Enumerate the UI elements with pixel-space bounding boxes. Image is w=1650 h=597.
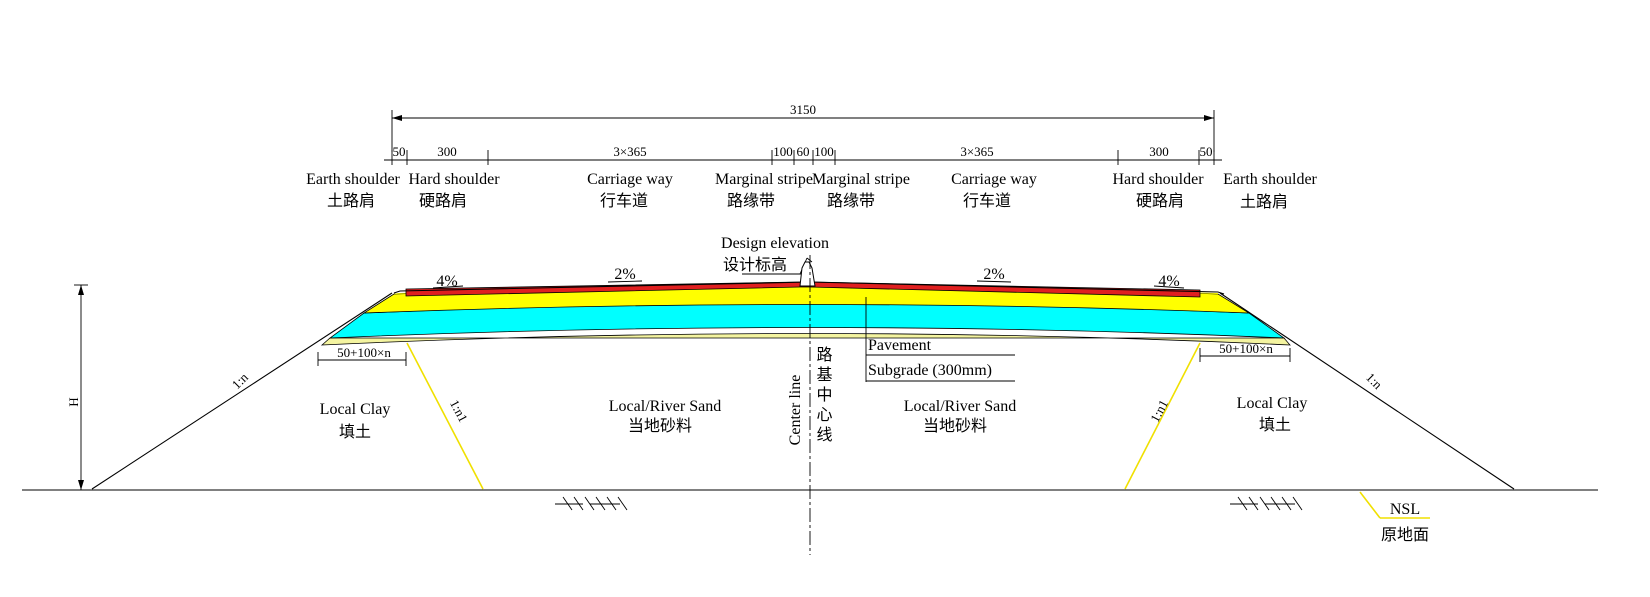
label-earth-shoulder-right-zh: 土路肩 — [1240, 193, 1288, 211]
core-right-en: Local/River Sand — [904, 398, 1016, 415]
label-carriage-way-left-zh: 行车道 — [600, 192, 648, 210]
design-elevation-zh: 设计标高 — [723, 256, 787, 274]
slope-arrow-line — [1153, 285, 1185, 289]
ground-hatch-right — [1230, 496, 1303, 511]
label-pavement: Pavement — [868, 337, 932, 354]
slope-arrow-line — [976, 280, 1012, 283]
slope-arrow-line — [607, 280, 643, 283]
label-carriage-way-right-zh: 行车道 — [963, 192, 1011, 210]
center-line-zh: 路基中心线 — [814, 346, 833, 446]
slope-arrow-line — [432, 285, 464, 289]
nsl-callout: NSL 原地面 — [1359, 491, 1430, 544]
nsl-leader — [1359, 491, 1381, 519]
embankment-slope-right — [1219, 292, 1515, 490]
label-hard-shoulder-left-zh: 硬路肩 — [419, 192, 467, 210]
dim-earth-shoulder-left: 50 — [393, 144, 406, 159]
median-barrier-icon — [799, 261, 816, 287]
dim-earth-shoulder-right: 50 — [1200, 144, 1213, 159]
dimension-total: 3150 — [790, 102, 816, 117]
segment-dimensions: 50 300 3×365 100 60 100 3×365 300 50 — [384, 144, 1222, 165]
label-hard-shoulder-right-en: Hard shoulder — [1112, 171, 1204, 188]
label-earth-shoulder-left-en: Earth shoulder — [306, 171, 400, 188]
label-marginal-stripe-right-zh: 路缘带 — [827, 192, 875, 210]
label-hard-shoulder-left-en: Hard shoulder — [408, 171, 500, 188]
height-label: H — [66, 397, 81, 406]
offset-left: 50+100×n — [337, 345, 391, 360]
dim-hard-shoulder-right: 300 — [1149, 144, 1169, 159]
label-carriage-way-left-en: Carriage way — [587, 171, 673, 188]
offset-right: 50+100×n — [1219, 341, 1273, 356]
slope-carriageway-right: 2% — [983, 266, 1004, 283]
fill-left-zh: 填土 — [339, 423, 371, 441]
core-left-zh: 当地砂料 — [628, 417, 692, 435]
dim-marginal-left: 100 — [773, 144, 793, 159]
core-left-en: Local/River Sand — [609, 398, 721, 415]
offset-dimensions: 50+100×n 50+100×n — [317, 341, 1291, 366]
embankment-slope-left — [91, 292, 393, 490]
section-labels: Earth shoulder 土路肩 Hard shoulder 硬路肩 Car… — [306, 171, 1317, 211]
layer-callouts: Pavement Subgrade (300mm) — [865, 297, 1015, 382]
height-dimension: H — [66, 284, 88, 490]
label-earth-shoulder-left-zh: 土路肩 — [327, 192, 375, 210]
center-line: Center line 路基中心线 — [787, 255, 833, 555]
dim-marginal-right: 100 — [814, 144, 834, 159]
inner-slope-ratio-left: 1:n1 — [447, 397, 471, 424]
nsl-en: NSL — [1390, 501, 1420, 518]
label-subgrade: Subgrade (300mm) — [868, 362, 992, 379]
center-line-en: Center line — [787, 375, 804, 446]
dim-carriage-way-left: 3×365 — [613, 144, 646, 159]
cross-slope-labels: 4% 2% 2% 4% — [432, 266, 1185, 290]
inner-slope-left — [406, 342, 484, 490]
core-right-zh: 当地砂料 — [923, 417, 987, 435]
slope-ratio-left: 1:n — [229, 369, 252, 392]
slope-ratio-right: 1:n — [1363, 370, 1386, 393]
fill-left-en: Local Clay — [320, 401, 391, 418]
slope-carriageway-left: 2% — [614, 266, 635, 283]
material-labels: Local Clay 填土 Local/River Sand 当地砂料 Loca… — [320, 395, 1308, 441]
slope-ratio-labels: 1:n 1:n 1:n1 1:n1 — [229, 369, 1386, 424]
label-marginal-stripe-right-en: Marginal stripe — [812, 171, 910, 188]
nsl-zh: 原地面 — [1381, 526, 1429, 544]
label-carriage-way-right-en: Carriage way — [951, 171, 1037, 188]
segment-ticks — [391, 150, 1215, 165]
inner-slope-right — [1124, 342, 1201, 490]
fill-right-en: Local Clay — [1237, 395, 1308, 412]
label-marginal-stripe-left-en: Marginal stripe — [715, 171, 813, 188]
inner-slope-ratio-right: 1:n1 — [1147, 397, 1171, 424]
dim-median: 60 — [797, 144, 810, 159]
label-marginal-stripe-left-zh: 路缘带 — [727, 192, 775, 210]
overall-dimension: 3150 — [391, 102, 1215, 152]
subgrade-layer — [320, 333, 1291, 346]
arrow-up-icon — [78, 285, 84, 295]
arrow-down-icon — [78, 480, 84, 490]
label-earth-shoulder-right-en: Earth shoulder — [1223, 171, 1317, 188]
label-hard-shoulder-right-zh: 硬路肩 — [1136, 192, 1184, 210]
slope-shoulder-right: 4% — [1158, 273, 1179, 290]
dim-hard-shoulder-left: 300 — [437, 144, 457, 159]
arrow-left-icon — [392, 115, 402, 121]
fill-right-zh: 填土 — [1259, 416, 1291, 434]
slope-shoulder-left: 4% — [436, 273, 457, 290]
dim-carriage-way-right: 3×365 — [960, 144, 993, 159]
pavement-layers — [320, 261, 1291, 346]
design-elevation: Design elevation 设计标高 — [721, 235, 829, 275]
arrow-right-icon — [1204, 115, 1214, 121]
design-elevation-en: Design elevation — [721, 235, 829, 252]
ground-hatch-left — [555, 496, 628, 511]
